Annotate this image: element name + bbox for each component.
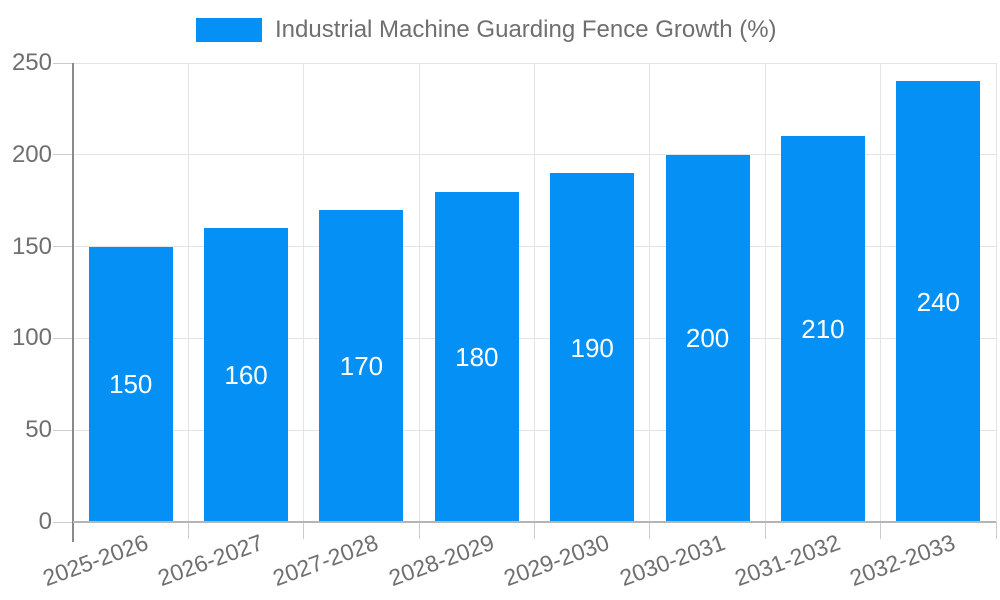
y-axis-label: 0	[38, 508, 52, 535]
bar-value-label: 160	[224, 360, 268, 391]
legend: Industrial Machine Guarding Fence Growth…	[196, 18, 777, 42]
y-axis-label: 50	[25, 416, 52, 444]
bar[interactable]: 160	[204, 228, 289, 522]
y-axis-line	[72, 63, 74, 542]
x-axis-tick	[534, 522, 535, 539]
y-axis-label: 150	[11, 232, 52, 260]
y-axis-tick	[53, 62, 73, 64]
bar-value-label: 180	[455, 341, 499, 372]
bar-value-label: 240	[916, 286, 960, 317]
y-axis-label: 250	[11, 49, 52, 76]
bar-value-label: 170	[339, 350, 384, 381]
v-gridline	[534, 63, 535, 522]
bar[interactable]: 190	[550, 173, 635, 522]
bar[interactable]: 240	[896, 81, 981, 522]
v-gridline	[764, 63, 766, 522]
x-axis-tick	[187, 522, 189, 539]
x-axis-tick	[995, 522, 997, 539]
v-gridline	[303, 63, 305, 522]
bar-value-label: 210	[801, 314, 845, 345]
v-gridline	[880, 63, 882, 522]
y-axis-label: 100	[11, 324, 52, 352]
y-axis-tick	[53, 154, 73, 156]
bar[interactable]: 180	[434, 191, 519, 522]
legend-color-swatch	[196, 18, 262, 42]
bar[interactable]: 200	[665, 154, 750, 522]
y-axis-tick	[53, 429, 73, 431]
x-axis-tick	[418, 522, 420, 539]
y-axis-label: 200	[11, 140, 52, 168]
v-gridline	[995, 63, 997, 522]
v-gridline	[187, 63, 189, 522]
v-gridline	[418, 63, 420, 522]
bar-value-label: 200	[685, 323, 730, 354]
bar-value-label: 150	[108, 369, 153, 400]
bar-value-label: 190	[570, 332, 614, 363]
v-gridline	[649, 63, 651, 522]
x-axis-line	[73, 521, 996, 523]
bar[interactable]: 210	[780, 136, 865, 522]
x-axis-tick	[303, 522, 305, 539]
x-axis-tick	[880, 522, 882, 539]
bar[interactable]: 170	[319, 209, 404, 522]
y-axis-tick	[53, 521, 73, 523]
x-axis-tick	[649, 522, 651, 539]
y-axis-tick	[53, 337, 73, 339]
legend-series-label: Industrial Machine Guarding Fence Growth…	[275, 16, 777, 43]
bar[interactable]: 150	[88, 246, 173, 522]
x-axis-tick	[764, 522, 766, 539]
y-axis-tick	[53, 246, 73, 248]
